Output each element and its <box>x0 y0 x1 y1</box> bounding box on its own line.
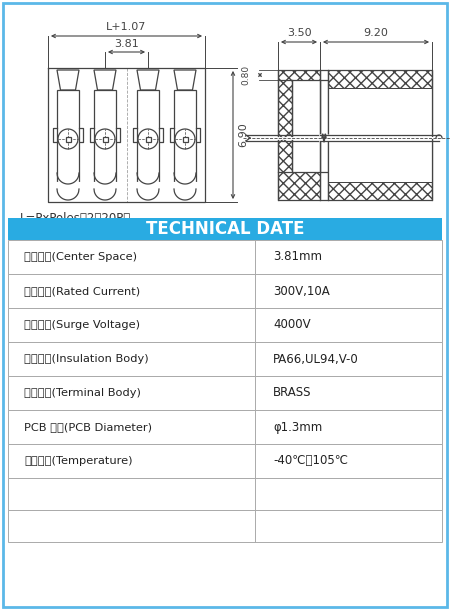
Text: 300V,10A: 300V,10A <box>273 284 330 298</box>
Bar <box>8 510 442 542</box>
Bar <box>57 90 79 184</box>
Text: BRASS: BRASS <box>273 387 311 400</box>
Bar <box>183 137 188 142</box>
Text: L=PxPoles（2～20P）: L=PxPoles（2～20P） <box>20 212 131 224</box>
Text: 衝擊耐壓(Surge Voltage): 衝擊耐壓(Surge Voltage) <box>24 320 140 330</box>
Polygon shape <box>174 70 196 90</box>
Text: 0.80: 0.80 <box>242 65 251 85</box>
Text: 3.81: 3.81 <box>114 39 139 49</box>
Text: 9.20: 9.20 <box>364 28 388 38</box>
Bar <box>292 80 320 172</box>
Text: 額定電流(Rated Current): 額定電流(Rated Current) <box>24 286 140 296</box>
Bar <box>8 218 442 240</box>
Text: 端子材質(Terminal Body): 端子材質(Terminal Body) <box>24 388 141 398</box>
Polygon shape <box>246 135 250 141</box>
Text: 端子間距(Center Space): 端子間距(Center Space) <box>24 252 137 262</box>
Bar <box>8 410 442 444</box>
Polygon shape <box>94 70 116 90</box>
Circle shape <box>175 129 195 149</box>
Bar <box>145 137 150 142</box>
Bar <box>328 70 432 200</box>
Text: 6.90: 6.90 <box>238 123 248 148</box>
Text: 3.50: 3.50 <box>287 28 311 38</box>
Text: PA66,UL94,V-0: PA66,UL94,V-0 <box>273 353 359 365</box>
Text: 操作溫度(Temperature): 操作溫度(Temperature) <box>24 456 132 466</box>
Bar <box>278 70 320 200</box>
Polygon shape <box>57 70 79 90</box>
Bar <box>8 274 442 308</box>
Bar <box>174 90 196 184</box>
Text: 絕縁材料(Insulation Body): 絕縁材料(Insulation Body) <box>24 354 148 364</box>
Polygon shape <box>137 70 159 90</box>
Bar <box>137 90 159 184</box>
Bar <box>8 342 442 376</box>
Bar <box>8 376 442 410</box>
Text: 3.81mm: 3.81mm <box>273 251 322 264</box>
Text: φ1.3mm: φ1.3mm <box>273 420 322 434</box>
Polygon shape <box>320 135 442 141</box>
Bar <box>320 80 328 172</box>
Bar <box>328 88 432 182</box>
Bar <box>8 444 442 478</box>
Circle shape <box>58 129 78 149</box>
Bar <box>103 137 108 142</box>
Bar <box>8 308 442 342</box>
Bar <box>66 137 71 142</box>
Text: 4000V: 4000V <box>273 318 310 331</box>
Text: L+1.07: L+1.07 <box>106 22 147 32</box>
Bar <box>8 240 442 274</box>
Circle shape <box>138 129 158 149</box>
Bar <box>94 90 116 184</box>
Text: -40℃～105℃: -40℃～105℃ <box>273 454 348 467</box>
Text: TECHNICAL DATE: TECHNICAL DATE <box>146 220 304 238</box>
Circle shape <box>95 129 115 149</box>
Bar <box>8 478 442 510</box>
Text: PCB 孔徑(PCB Diameter): PCB 孔徑(PCB Diameter) <box>24 422 152 432</box>
